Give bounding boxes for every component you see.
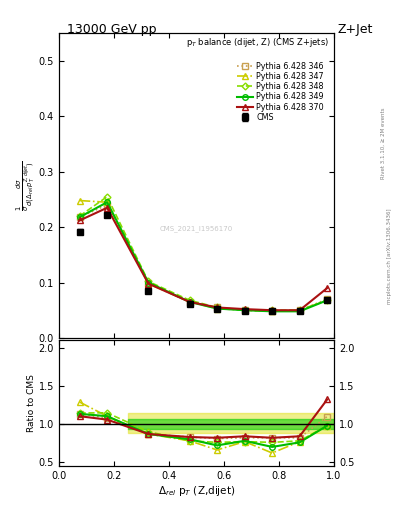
Pythia 6.428 347 <box>242 307 247 313</box>
Pythia 6.428 349 <box>187 299 192 305</box>
Text: Z+Jet: Z+Jet <box>338 23 373 36</box>
Line: Pythia 6.428 370: Pythia 6.428 370 <box>77 205 330 313</box>
Pythia 6.428 347 <box>270 308 275 314</box>
Pythia 6.428 348 <box>77 213 82 219</box>
X-axis label: $\Delta_{rel}$ p$_T$ (Z,dijet): $\Delta_{rel}$ p$_T$ (Z,dijet) <box>158 483 235 498</box>
Pythia 6.428 349 <box>105 199 109 205</box>
Pythia 6.428 348 <box>242 307 247 313</box>
Pythia 6.428 348 <box>187 297 192 303</box>
Pythia 6.428 347 <box>105 199 109 205</box>
Text: CMS_2021_I1956170: CMS_2021_I1956170 <box>160 225 233 231</box>
Pythia 6.428 347 <box>187 299 192 305</box>
Pythia 6.428 346 <box>215 304 219 310</box>
Pythia 6.428 347 <box>146 281 151 287</box>
Pythia 6.428 346 <box>105 202 109 208</box>
Pythia 6.428 370 <box>146 281 151 287</box>
Pythia 6.428 346 <box>146 280 151 286</box>
Pythia 6.428 370 <box>270 307 275 313</box>
Pythia 6.428 348 <box>215 304 219 310</box>
Pythia 6.428 370 <box>242 306 247 312</box>
Pythia 6.428 349 <box>270 308 275 314</box>
Pythia 6.428 347 <box>77 198 82 204</box>
Pythia 6.428 348 <box>325 297 330 303</box>
Line: Pythia 6.428 349: Pythia 6.428 349 <box>77 200 330 314</box>
Pythia 6.428 347 <box>325 297 330 303</box>
Pythia 6.428 349 <box>215 306 219 312</box>
Y-axis label: $\frac{1}{\sigma}\frac{d\sigma}{d(\Delta_{rel}\,p_T^{Z,dijet})}$: $\frac{1}{\sigma}\frac{d\sigma}{d(\Delta… <box>15 160 37 211</box>
Line: Pythia 6.428 348: Pythia 6.428 348 <box>77 194 330 313</box>
Text: 13000 GeV pp: 13000 GeV pp <box>67 23 156 36</box>
Pythia 6.428 346 <box>187 299 192 305</box>
Pythia 6.428 346 <box>270 308 275 314</box>
Pythia 6.428 346 <box>325 296 330 302</box>
Pythia 6.428 349 <box>298 308 302 314</box>
Pythia 6.428 348 <box>270 307 275 313</box>
Pythia 6.428 370 <box>77 218 82 224</box>
Pythia 6.428 348 <box>105 194 109 200</box>
Pythia 6.428 349 <box>146 280 151 286</box>
Pythia 6.428 347 <box>298 307 302 313</box>
Line: Pythia 6.428 347: Pythia 6.428 347 <box>77 198 330 314</box>
Pythia 6.428 347 <box>215 306 219 312</box>
Pythia 6.428 370 <box>325 285 330 291</box>
Pythia 6.428 370 <box>298 307 302 313</box>
Y-axis label: Ratio to CMS: Ratio to CMS <box>27 374 36 432</box>
Text: mcplots.cern.ch [arXiv:1306.3436]: mcplots.cern.ch [arXiv:1306.3436] <box>387 208 391 304</box>
Text: p$_T$ balance (dijet, Z) (CMS Z+jets): p$_T$ balance (dijet, Z) (CMS Z+jets) <box>185 36 329 49</box>
Pythia 6.428 348 <box>146 279 151 285</box>
Pythia 6.428 349 <box>242 307 247 313</box>
Pythia 6.428 349 <box>77 214 82 220</box>
Pythia 6.428 370 <box>215 304 219 310</box>
Text: Rivet 3.1.10, ≥ 2M events: Rivet 3.1.10, ≥ 2M events <box>381 108 386 179</box>
Pythia 6.428 346 <box>298 307 302 313</box>
Legend: Pythia 6.428 346, Pythia 6.428 347, Pythia 6.428 348, Pythia 6.428 349, Pythia 6: Pythia 6.428 346, Pythia 6.428 347, Pyth… <box>234 59 327 125</box>
Line: Pythia 6.428 346: Pythia 6.428 346 <box>77 202 330 314</box>
Pythia 6.428 370 <box>105 205 109 211</box>
Pythia 6.428 346 <box>242 307 247 313</box>
Pythia 6.428 349 <box>325 297 330 303</box>
Pythia 6.428 370 <box>187 299 192 305</box>
Pythia 6.428 346 <box>77 214 82 220</box>
Pythia 6.428 348 <box>298 307 302 313</box>
